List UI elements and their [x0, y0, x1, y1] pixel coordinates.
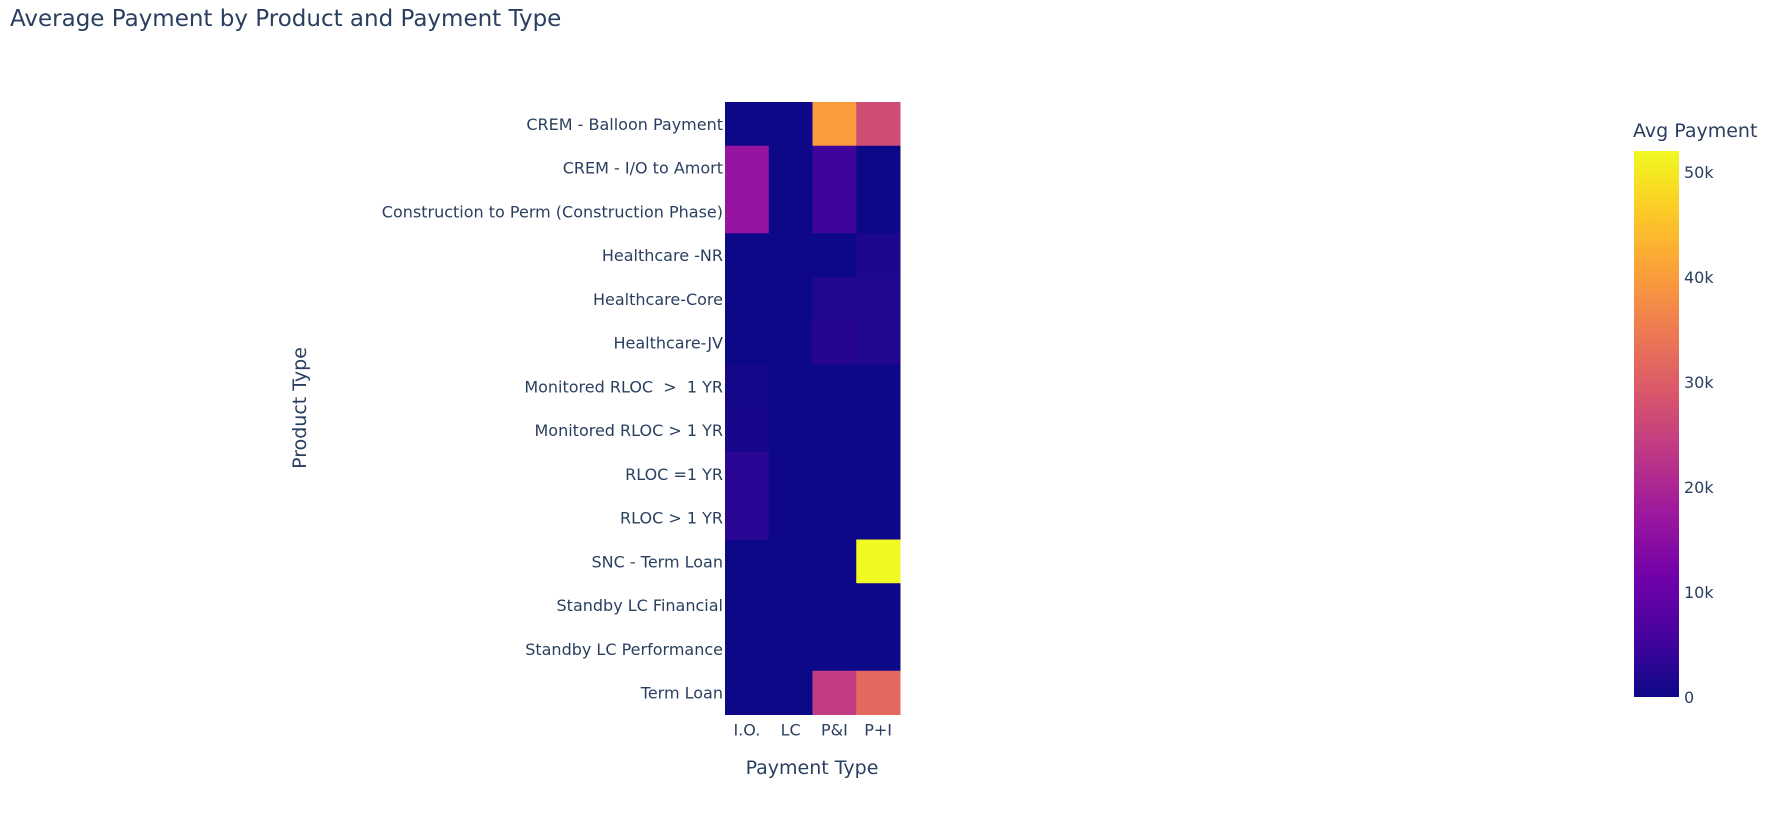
heatmap-cell: [768, 627, 813, 672]
y-tick-label: CREM - Balloon Payment: [526, 115, 723, 134]
heatmap-cell: [856, 145, 901, 190]
heatmap-cell: [725, 539, 770, 584]
heatmap-cell: [725, 145, 770, 190]
heatmap-cell: [768, 145, 813, 190]
y-axis-ticks: CREM - Balloon Payment CREM - I/O to Amor…: [382, 115, 723, 703]
x-tick-label: P+I: [864, 721, 892, 740]
y-tick-label: Term Loan: [640, 684, 723, 703]
heatmap-cell: [768, 277, 813, 322]
y-axis-title: Product Type: [289, 347, 311, 469]
heatmap-cell: [812, 189, 857, 234]
heatmap-cell: [812, 408, 857, 453]
heatmap-cell: [812, 320, 857, 365]
heatmap-cell: [812, 233, 857, 278]
heatmap-cell: [725, 102, 770, 147]
heatmap-cell: [725, 320, 770, 365]
heatmap-cell: [812, 277, 857, 322]
chart-title: Average Payment by Product and Payment T…: [10, 6, 561, 32]
heatmap-cell: [725, 583, 770, 628]
y-tick-label: Standby LC Performance: [525, 640, 723, 659]
y-tick-label: Healthcare -NR: [602, 246, 723, 265]
heatmap-cell: [725, 670, 770, 715]
colorbar-title: Avg Payment: [1633, 120, 1757, 142]
heatmap-cell: [725, 408, 770, 453]
heatmap-cell: [856, 583, 901, 628]
heatmap-cell: [812, 583, 857, 628]
y-tick-label: SNC - Term Loan: [592, 552, 723, 571]
heatmap-cells: [725, 102, 901, 715]
heatmap-cell: [856, 277, 901, 322]
heatmap-cell: [725, 452, 770, 497]
x-axis-ticks: I.O. LC P&I P+I: [733, 721, 892, 740]
heatmap-cell: [856, 495, 901, 540]
heatmap-cell: [725, 189, 770, 234]
heatmap-cell: [812, 539, 857, 584]
x-axis-title: Payment Type: [746, 757, 879, 779]
heatmap-cell: [856, 452, 901, 497]
y-tick-label: Standby LC Financial: [557, 596, 723, 615]
heatmap-cell: [812, 670, 857, 715]
y-tick-label: RLOC =1 YR: [625, 465, 723, 484]
heatmap-cell: [725, 233, 770, 278]
heatmap-cell: [856, 233, 901, 278]
x-tick-label: P&I: [821, 721, 848, 740]
heatmap-cell: [725, 627, 770, 672]
heatmap-cell: [812, 495, 857, 540]
heatmap-cell: [812, 364, 857, 409]
heatmap-cell: [856, 408, 901, 453]
y-tick-label: Construction to Perm (Construction Phase…: [382, 202, 723, 221]
y-tick-label: RLOC > 1 YR: [620, 509, 723, 528]
heatmap-cell: [725, 495, 770, 540]
heatmap-cell: [856, 670, 901, 715]
heatmap-cell: [725, 364, 770, 409]
x-tick-label: LC: [781, 721, 801, 740]
heatmap-cell: [768, 495, 813, 540]
colorbar-tick-label: 20k: [1684, 478, 1714, 497]
heatmap-cell: [768, 364, 813, 409]
y-tick-label: Healthcare-Core: [593, 290, 723, 309]
heatmap-cell: [812, 452, 857, 497]
heatmap-cell: [768, 102, 813, 147]
colorbar: [1634, 151, 1679, 697]
heatmap-cell: [768, 670, 813, 715]
heatmap-cell: [768, 452, 813, 497]
heatmap-cell: [856, 102, 901, 147]
y-tick-label: Healthcare-JV: [613, 334, 723, 353]
colorbar-tick-label: 50k: [1684, 163, 1714, 182]
colorbar-tick-label: 0: [1684, 688, 1694, 707]
y-tick-label: Monitored RLOC > 1 YR: [524, 377, 723, 396]
heatmap-cell: [768, 539, 813, 584]
colorbar-tick-label: 40k: [1684, 268, 1714, 287]
heatmap-cell: [768, 189, 813, 234]
heatmap-cell: [856, 189, 901, 234]
heatmap-cell: [856, 539, 901, 584]
heatmap-cell: [725, 277, 770, 322]
heatmap-cell: [812, 627, 857, 672]
heatmap-cell: [812, 145, 857, 190]
colorbar-tick-label: 10k: [1684, 583, 1714, 602]
heatmap-cell: [768, 583, 813, 628]
heatmap-cell: [856, 627, 901, 672]
heatmap-cell: [856, 320, 901, 365]
y-tick-label: CREM - I/O to Amort: [563, 159, 723, 178]
colorbar-ticks: 0 10k 20k 30k 40k 50k: [1684, 163, 1714, 707]
heatmap-cell: [768, 408, 813, 453]
y-tick-label: Monitored RLOC > 1 YR: [534, 421, 723, 440]
heatmap-cell: [812, 102, 857, 147]
heatmap-cell: [856, 364, 901, 409]
heatmap-cell: [768, 233, 813, 278]
colorbar-tick-label: 30k: [1684, 373, 1714, 392]
heatmap-cell: [768, 320, 813, 365]
x-tick-label: I.O.: [733, 721, 760, 740]
